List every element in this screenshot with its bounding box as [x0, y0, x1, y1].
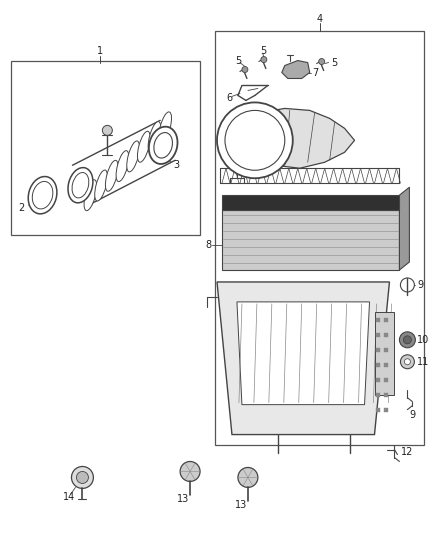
Circle shape [102, 125, 112, 135]
Circle shape [77, 472, 88, 483]
Text: 11: 11 [417, 357, 430, 367]
Circle shape [403, 336, 411, 344]
Bar [222, 210, 399, 270]
Ellipse shape [138, 131, 150, 162]
Text: 13: 13 [235, 500, 247, 511]
Text: 6: 6 [226, 93, 232, 103]
Circle shape [225, 110, 285, 170]
Circle shape [399, 332, 415, 348]
Ellipse shape [32, 181, 53, 209]
Ellipse shape [148, 122, 161, 152]
Ellipse shape [106, 160, 118, 191]
Bar [11, 61, 200, 235]
Ellipse shape [84, 180, 97, 211]
Text: 5: 5 [332, 58, 338, 68]
Text: 10: 10 [417, 335, 430, 345]
Ellipse shape [127, 141, 139, 172]
Text: 5: 5 [260, 45, 266, 55]
Text: 13: 13 [177, 495, 189, 504]
Circle shape [217, 102, 293, 178]
Circle shape [319, 59, 325, 64]
Ellipse shape [72, 173, 89, 198]
Polygon shape [217, 282, 389, 434]
Ellipse shape [116, 151, 129, 182]
Text: 4: 4 [317, 14, 323, 23]
Text: 14: 14 [63, 492, 75, 503]
Text: 8: 8 [205, 240, 211, 250]
Ellipse shape [154, 133, 173, 158]
Polygon shape [222, 195, 399, 210]
Polygon shape [237, 302, 370, 405]
Circle shape [242, 67, 248, 72]
Text: 1: 1 [97, 45, 103, 55]
Circle shape [404, 359, 410, 365]
Polygon shape [250, 108, 355, 168]
Polygon shape [399, 187, 410, 270]
Circle shape [400, 355, 414, 369]
Ellipse shape [149, 127, 177, 164]
Ellipse shape [68, 167, 93, 203]
Ellipse shape [159, 112, 172, 143]
Ellipse shape [95, 170, 107, 201]
Text: 12: 12 [401, 447, 414, 457]
Text: 3: 3 [173, 160, 179, 170]
Text: 7: 7 [312, 68, 318, 77]
Polygon shape [282, 61, 310, 78]
Circle shape [261, 56, 267, 62]
Text: 5: 5 [235, 55, 241, 66]
Circle shape [238, 467, 258, 487]
Bar [215, 30, 424, 445]
Text: 2: 2 [19, 203, 25, 213]
Text: 9: 9 [410, 410, 416, 419]
Bar [374, 312, 395, 394]
Ellipse shape [28, 176, 57, 214]
Circle shape [180, 462, 200, 481]
Text: 9: 9 [417, 280, 424, 290]
Circle shape [71, 466, 93, 488]
Circle shape [400, 278, 414, 292]
